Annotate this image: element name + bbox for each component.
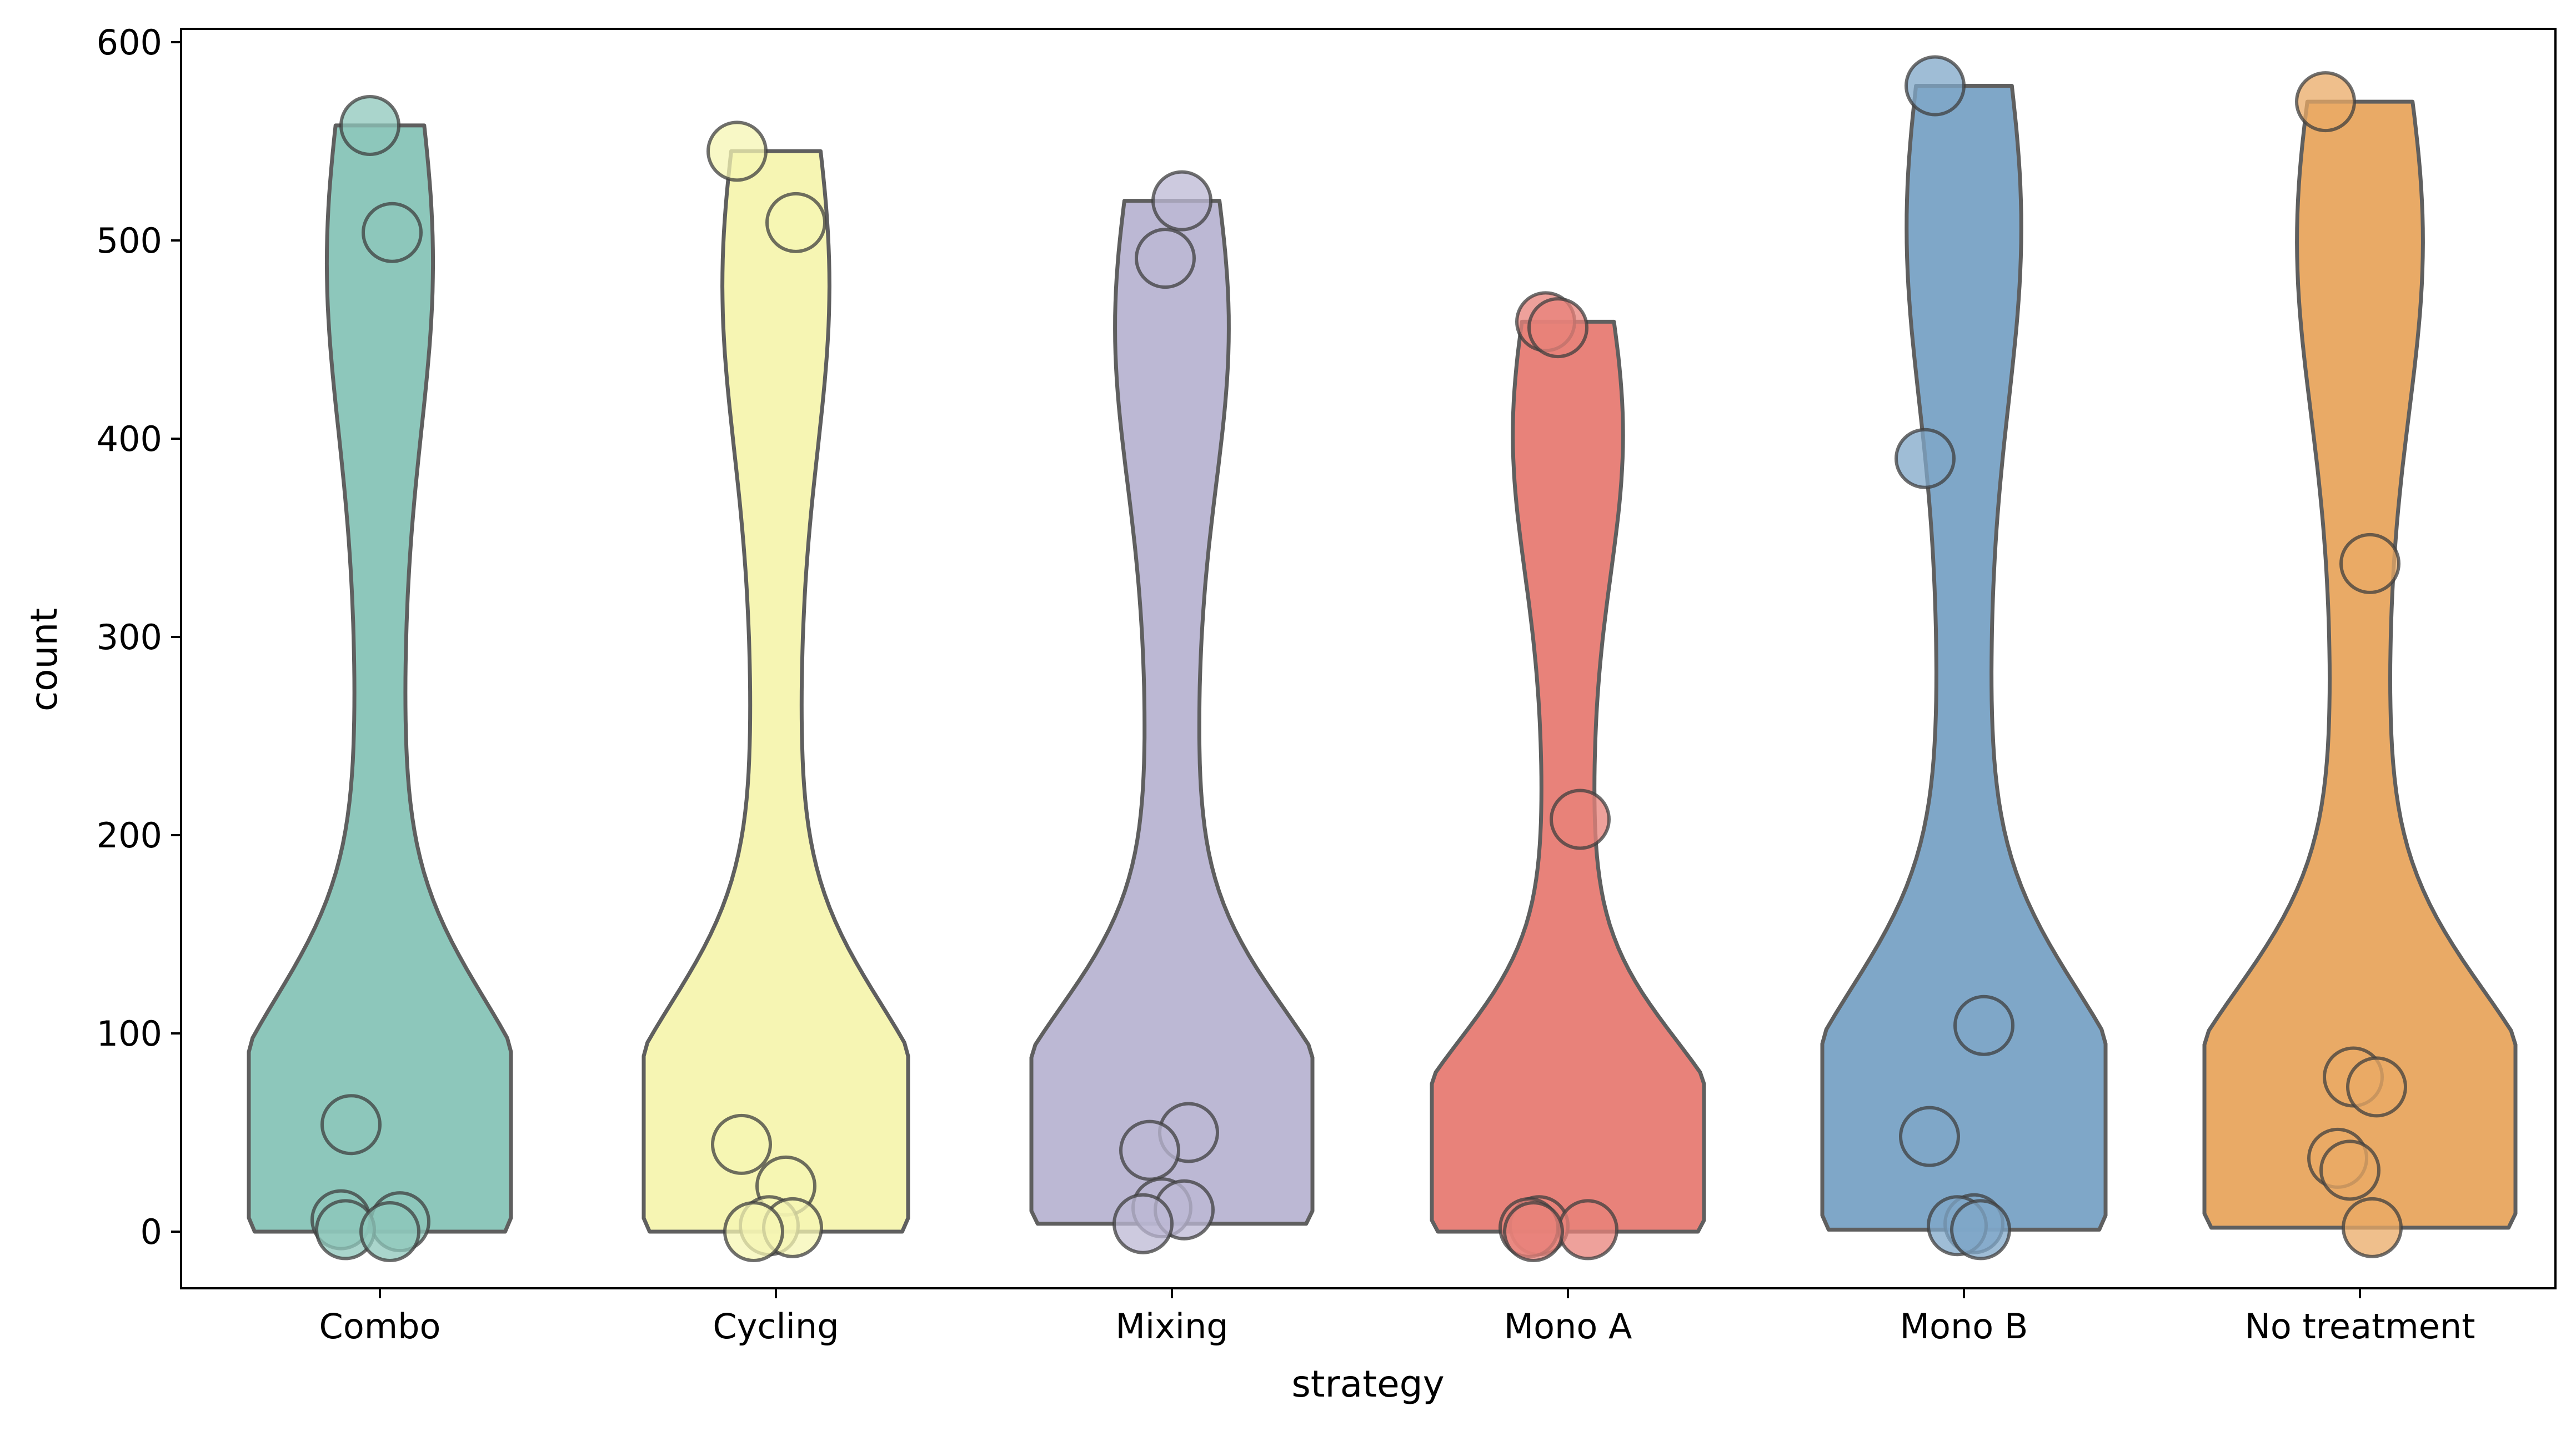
y-tick-label: 400 [97,419,162,459]
data-point [711,1113,772,1175]
plot-frame [180,28,2557,1289]
points-layer [310,55,2407,1262]
x-axis: Combo Cycling Mixing Mono A Mono B No treatme… [319,1288,2475,1347]
y-tick-label: 0 [141,1212,162,1252]
y-tick-label: 200 [97,815,162,856]
data-point [1953,995,2014,1056]
data-point [1151,170,1212,232]
x-axis-label: strategy [1291,1363,1444,1405]
x-tick-label: No treatment [2244,1306,2475,1347]
x-tick-label: Combo [319,1306,441,1347]
data-point [362,202,423,263]
violin-no-treatment [2202,99,2518,1230]
data-point [1119,1119,1180,1181]
data-point [1905,55,1966,117]
data-point [1112,1193,1174,1254]
data-point [723,1201,784,1262]
data-point [2339,533,2400,594]
y-tick-label: 600 [97,22,162,63]
data-point [1899,1106,1960,1167]
data-point [1135,228,1196,289]
data-point [765,192,826,253]
y-tick-label: 100 [97,1013,162,1054]
x-tick-label: Cycling [713,1306,839,1347]
data-point [2342,1197,2403,1258]
x-tick-label: Mono A [1504,1306,1632,1347]
data-point [2295,71,2356,133]
data-point [2346,1056,2407,1118]
y-tick-label: 500 [97,220,162,261]
data-point [1503,1201,1564,1262]
data-point [1557,1199,1618,1261]
data-point [2319,1139,2380,1201]
data-point [1527,297,1588,359]
data-point [1550,789,1611,850]
x-tick-label: Mono B [1900,1306,2028,1347]
data-point [706,120,768,182]
x-tick-label: Mixing [1115,1306,1228,1347]
y-tick-label: 300 [97,617,162,657]
y-axis-label: count [23,608,66,711]
data-point [359,1201,420,1262]
data-point [1950,1199,2011,1261]
y-axis: 0 100 200 300 400 500 600 [97,22,181,1252]
violin-cycling [642,149,910,1234]
data-point [320,1094,382,1156]
data-point [339,94,400,156]
data-point [1895,428,1956,489]
